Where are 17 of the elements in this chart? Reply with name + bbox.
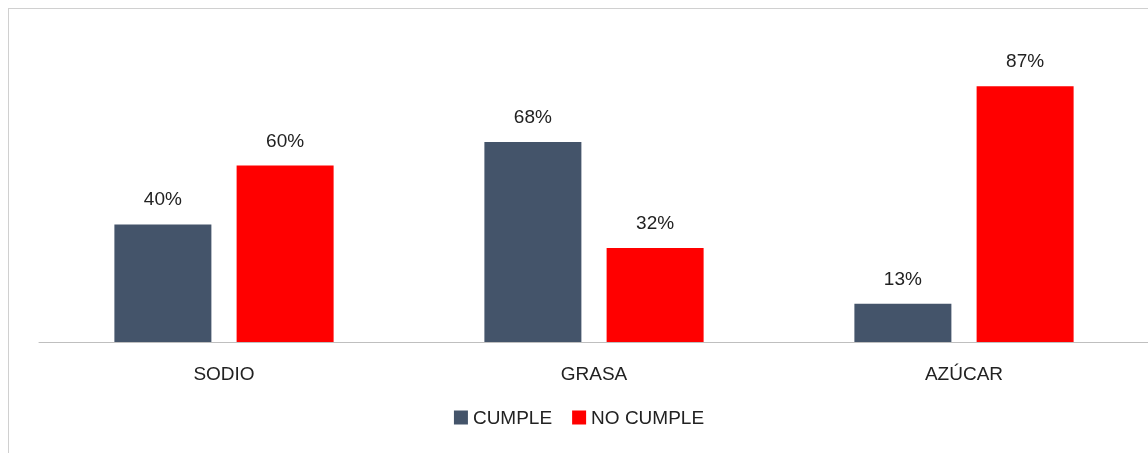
legend-label: CUMPLE <box>472 407 553 428</box>
bar <box>976 86 1074 342</box>
legend-label: NO CUMPLE <box>591 407 705 428</box>
data-label: 68% <box>513 106 553 128</box>
data-label: 32% <box>636 211 675 233</box>
bar <box>114 224 212 342</box>
bar <box>484 142 582 342</box>
x-tick-label: AZÚCAR <box>924 363 1004 384</box>
data-label: 87% <box>1006 50 1045 72</box>
data-label: 13% <box>883 267 923 289</box>
x-tick-label: SODIO <box>193 363 255 384</box>
bar <box>606 247 704 342</box>
bar <box>854 303 952 342</box>
data-label: 60% <box>266 129 305 151</box>
x-tick-label: GRASA <box>560 363 628 384</box>
data-label: 40% <box>143 188 183 210</box>
bar <box>236 165 334 342</box>
